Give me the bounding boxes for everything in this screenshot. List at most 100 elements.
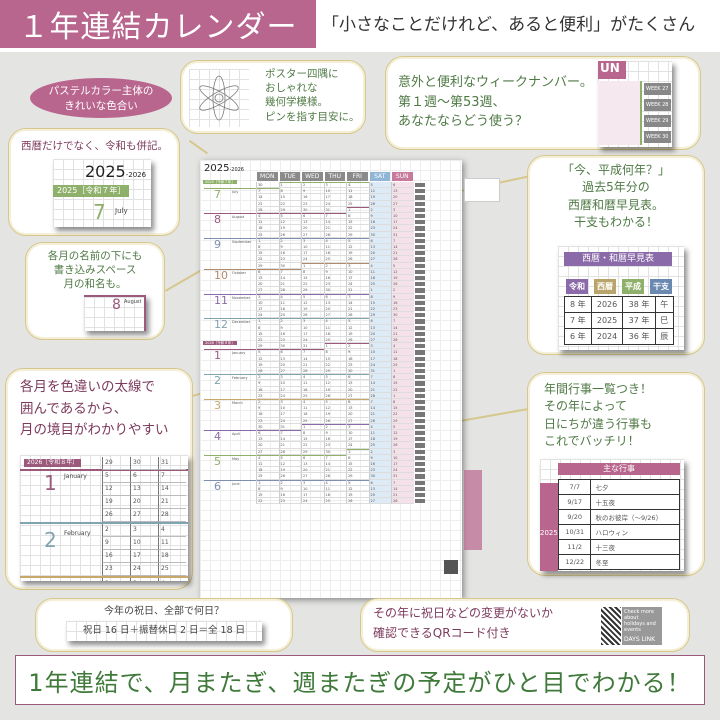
day-cell: 2 — [346, 343, 369, 350]
day-cell: 8 — [256, 244, 279, 251]
day-cell: 3 — [391, 448, 414, 455]
month-number: 7 — [93, 200, 106, 224]
day-cell: 1 — [346, 206, 369, 213]
day-cell: 4 — [158, 524, 186, 537]
callout-line: あなたならどう使う？ — [398, 114, 529, 129]
day-cell: 2 — [391, 287, 414, 294]
day-cell: 30 — [368, 473, 391, 480]
event-row: 9/17 十五夜 — [557, 494, 680, 510]
week-number-label — [414, 338, 425, 343]
day-cell: 19 — [346, 250, 369, 257]
month-name: December — [232, 320, 251, 325]
calendar-year: 2025 — [204, 163, 230, 174]
day-cell: 6 — [323, 293, 346, 300]
day-cell: 23 — [368, 467, 391, 474]
day-cell: 31 — [368, 368, 391, 375]
day-cell: 21 — [158, 496, 186, 509]
day-cell: 23 — [102, 563, 130, 576]
day-cell: 12 — [323, 405, 346, 412]
day-cell: 9 — [278, 324, 301, 331]
day-cell: 24 — [301, 498, 324, 505]
day-cell: 17 — [346, 436, 369, 443]
day-cell: 4 — [256, 454, 279, 461]
day-cell: 8 — [346, 213, 369, 220]
month-border — [204, 374, 391, 376]
month-name: February — [64, 530, 91, 537]
month-name: January — [232, 351, 246, 356]
day-cell: 1 — [301, 423, 324, 430]
day-cell: 13 — [301, 461, 324, 468]
day-cell: 6 — [256, 430, 279, 437]
day-cell: 12 — [346, 324, 369, 331]
day-cell: 18 — [346, 194, 369, 201]
day-cell: 1 — [278, 182, 301, 189]
day-cell: 15 — [323, 355, 346, 362]
day-cell: 3 — [301, 318, 324, 325]
event-date: 10/31 — [557, 524, 592, 540]
corner-pattern-callout: ポスター四隅に おしゃれな 幾何学模様。 ピンを指す目安に。 — [180, 60, 366, 134]
day-cell: 12 — [256, 355, 279, 362]
day-cell: 22 — [301, 442, 324, 449]
day-cell: 18 — [158, 550, 186, 563]
week-number-label — [414, 307, 425, 312]
day-cell: 28 — [391, 337, 414, 344]
event-date: 7/7 — [557, 479, 592, 495]
week-number-label — [414, 449, 425, 454]
day-cell: 18 — [323, 492, 346, 499]
day-cell: 19 — [391, 436, 414, 443]
day-cell: 18 — [301, 411, 324, 418]
week-number-label — [414, 269, 425, 274]
day-cell: 10 — [130, 537, 158, 550]
day-cell: 17 — [301, 250, 324, 257]
week-label: WEEK 27 — [644, 83, 671, 95]
day-cell: 23 — [256, 392, 279, 399]
day-cell: 13 — [368, 485, 391, 492]
day-cell: 10 — [323, 188, 346, 195]
flower-pattern-icon — [189, 69, 249, 127]
day-cell: 15 — [256, 330, 279, 337]
month-sample: 8 August — [84, 295, 146, 331]
day-cell: 6 — [256, 268, 279, 275]
month-name: October — [232, 270, 247, 275]
day-header-sat: SAT — [369, 172, 390, 181]
week-number-label — [414, 393, 425, 398]
day-cell: 21 — [391, 492, 414, 499]
qr-info-text: Check more about holidays and events — [624, 609, 656, 633]
week-number-label — [414, 474, 425, 479]
event-date: 11/2 — [557, 539, 592, 555]
day-cell: 2 — [368, 448, 391, 455]
day-cell: 27 — [301, 231, 324, 238]
day-cell: 14 — [391, 244, 414, 251]
month-border — [204, 399, 391, 400]
callout-line: 確認できるQRコード付き — [373, 625, 511, 640]
day-cell: 5 — [346, 318, 369, 325]
day-cell: 13 — [368, 324, 391, 331]
day-cell: 15 — [346, 461, 369, 468]
day-cell: 7 — [323, 454, 346, 461]
day-cell: 17 — [391, 219, 414, 226]
day-cell: 28 — [368, 417, 391, 424]
day-cell: 3 — [256, 293, 279, 300]
month-border-callout: 各月を色違いの太線で 囲んであるから、 月の境目がわかりやすい 2026［令和８… — [5, 368, 193, 590]
holiday-question: 今年の祝日、全部で何日？ — [104, 606, 224, 617]
week-number-label — [414, 468, 425, 473]
week-number-label — [414, 276, 425, 281]
day-cell: 18 — [256, 225, 279, 232]
day-cell: 29 — [102, 457, 130, 470]
day-cell: 20 — [368, 492, 391, 499]
day-cell: 10 — [346, 430, 369, 437]
day-cell: 4 — [256, 213, 279, 220]
day-cell: 20 — [301, 225, 324, 232]
day-cell: 24 — [368, 361, 391, 368]
day-cell: 15 — [256, 492, 279, 499]
event-name: 十三夜 — [590, 539, 680, 555]
pastel-badge-line: パステルカラー主体の — [48, 85, 154, 97]
day-cell: 29 — [278, 206, 301, 213]
day-cell: 27 — [391, 200, 414, 207]
month-border — [204, 318, 414, 320]
week-number-label — [414, 238, 425, 243]
era-cell: 2025 — [590, 312, 624, 329]
day-cell: 26 — [368, 200, 391, 207]
day-cell: 5 — [301, 293, 324, 300]
